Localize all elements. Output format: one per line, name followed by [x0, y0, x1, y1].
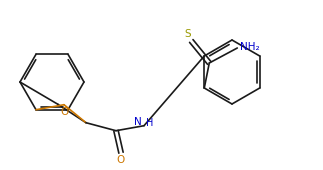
- Text: H: H: [146, 118, 153, 128]
- Text: NH₂: NH₂: [240, 42, 260, 52]
- Text: S: S: [184, 29, 191, 39]
- Text: N: N: [134, 117, 142, 127]
- Text: O: O: [117, 155, 125, 165]
- Text: O: O: [61, 107, 69, 117]
